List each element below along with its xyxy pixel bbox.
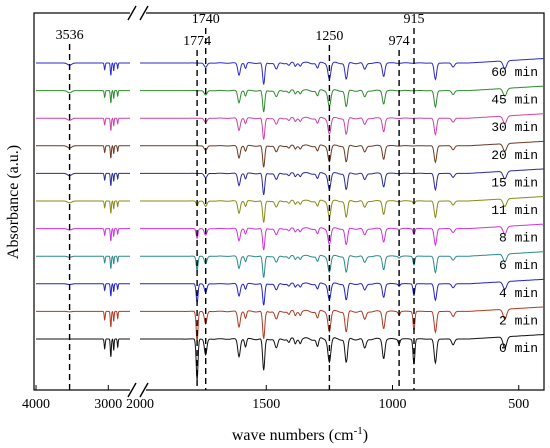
series-line-0-min xyxy=(36,334,544,381)
series-label: 6 min xyxy=(499,258,538,273)
x-ticks: 4000 3000 2000 1500 1000 500 xyxy=(22,385,529,412)
series-label: 20 min xyxy=(491,148,538,163)
series-line-30-min xyxy=(36,113,544,140)
series-line-8-min xyxy=(36,223,544,251)
x-axis-label-main: wave numbers (cm xyxy=(232,427,354,444)
series-line-60-min xyxy=(36,58,544,85)
reference-label-1740: 1740 xyxy=(192,12,220,27)
reference-label-1774: 1774 xyxy=(183,34,211,49)
reference-label-1250: 1250 xyxy=(315,29,343,44)
series-label: 8 min xyxy=(499,231,538,246)
reference-label-974: 974 xyxy=(389,34,410,49)
x-axis-label: wave numbers (cm-1) xyxy=(232,425,368,444)
series-layer: 60 min 45 min 30 min 20 min 15 min 11 min 8 mi… xyxy=(36,58,544,381)
series-label: 0 min xyxy=(499,341,538,356)
reference-lines: 3536 1774 1740 1250 974 915 xyxy=(56,12,425,390)
series-line-4-min xyxy=(36,278,544,306)
series-label: 2 min xyxy=(499,313,538,328)
axis-break-slash xyxy=(139,5,149,21)
series-label: 4 min xyxy=(499,286,538,301)
series-label: 30 min xyxy=(491,120,538,135)
x-axis-label-sup: -1 xyxy=(354,425,363,437)
series-label: 11 min xyxy=(491,203,538,218)
series-line-11-min xyxy=(36,196,544,223)
series-line-15-min xyxy=(36,168,544,196)
plot-frame xyxy=(33,12,545,391)
reference-label-3536: 3536 xyxy=(56,28,84,43)
x-tick-label: 1000 xyxy=(379,397,407,412)
series-label: 60 min xyxy=(491,65,538,80)
x-axis-label-end: ) xyxy=(363,427,368,444)
x-tick-label: 2000 xyxy=(126,397,154,412)
x-tick-label: 1500 xyxy=(252,397,280,412)
series-label: 45 min xyxy=(491,93,538,108)
axis-break xyxy=(127,5,149,398)
x-tick-label: 500 xyxy=(508,397,529,412)
series-line-20-min xyxy=(36,140,544,168)
x-tick-label: 3000 xyxy=(94,397,122,412)
series-line-2-min xyxy=(36,306,544,342)
x-tick-label: 4000 xyxy=(22,397,50,412)
series-line-45-min xyxy=(36,85,544,113)
axis-break-slash xyxy=(127,382,137,398)
series-label: 15 min xyxy=(491,175,538,190)
axis-break-slash xyxy=(127,5,137,21)
y-axis-label: Absorbance (a.u.) xyxy=(5,145,22,259)
reference-label-915: 915 xyxy=(404,12,425,27)
series-line-6-min xyxy=(36,251,544,278)
axis-break-slash xyxy=(139,382,149,398)
